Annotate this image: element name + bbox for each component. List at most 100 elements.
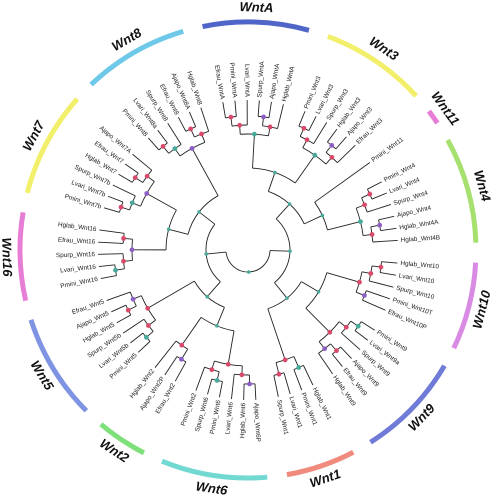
branch [368,280,394,288]
clade-label: Wnt6 [195,478,229,498]
backbone-node [246,270,251,274]
branch [116,314,132,324]
bootstrap-node [329,142,335,148]
bootstrap-node [367,191,373,197]
branch [167,123,182,145]
leaf-label: Pmini_Wnt11 [370,136,405,164]
leaf-label: Hglab_Wnt6 [239,402,247,438]
bootstrap-node [312,152,318,158]
clade-arc [28,319,89,413]
bootstrap-node [188,126,194,132]
branch [111,304,127,313]
branch [371,192,387,200]
backbone-node [166,227,171,232]
backbone-branch [269,250,290,252]
bootstrap-node [113,267,118,273]
bootstrap-node [199,131,204,137]
backbone-branch [326,272,360,283]
bootstrap-node [130,296,136,302]
bootstrap-node [377,222,383,228]
branch [99,229,125,234]
backbone-node [287,202,292,206]
clade-arc [286,450,355,478]
branch [362,299,386,311]
clade-label: Wnt9 [405,400,438,434]
leaf-label: Hglab_Wnt10 [400,260,440,270]
backbone-branch [147,280,195,309]
backbone-node [215,324,219,328]
backbone-node [320,213,325,218]
backbone-node [288,249,292,253]
backbone-branch [198,211,216,225]
backbone-branch [301,281,319,293]
branch [207,378,213,395]
backbone-branch [314,162,371,203]
branch [98,253,124,255]
backbone-node [204,252,208,256]
bootstrap-node [239,372,245,378]
branch [331,353,343,367]
leaf-label: Ajapo_Wnt6P [252,403,261,442]
clade-arc [202,19,310,33]
branch [381,261,398,264]
bootstrap-node [129,247,135,253]
bootstrap-node [228,114,234,120]
bootstrap-node [282,357,288,363]
backbone-node [273,170,277,175]
clade-arc [99,422,146,456]
branch [283,372,291,395]
bootstrap-node [327,329,333,335]
branch [132,153,153,171]
backbone-branch [304,215,323,225]
backbone-branch [294,154,316,184]
bootstrap-nodes [113,114,384,387]
leaf-label: Hglab_WntA [281,65,296,102]
leaf-label: Spurp_WntA [256,60,266,97]
bootstrap-node [357,279,362,285]
bootstrap-node [145,323,151,328]
branch [380,227,397,232]
backbone-node [285,296,289,300]
branch [154,340,177,368]
clade-label: Wnt4 [471,168,494,203]
bootstrap-node [121,235,126,241]
clade-arc [369,364,447,445]
bootstrap-node [121,258,126,264]
bootstrap-node [143,334,149,340]
leaf-label: Hglab_Wnt4B [400,234,440,244]
bootstrap-node [172,146,178,152]
bootstrap-node [362,293,367,298]
backbone-branch [206,281,221,298]
bootstrap-node [247,381,252,387]
bootstrap-node [343,324,349,330]
bootstrap-node [276,371,282,377]
branch [231,374,235,400]
backbone-branch [274,282,288,299]
branch [188,111,197,127]
bootstrap-node [118,204,124,210]
backbone-branch [225,250,271,273]
bootstrap-node [160,143,166,149]
bootstrap-node [125,307,131,313]
branch [335,136,347,150]
branch [177,116,187,132]
bootstrap-node [369,232,375,237]
bootstrap-node [329,154,335,160]
leaf-label: Ajapo_WntA [269,63,282,100]
tree-branches [98,99,398,400]
backbone-branch [146,193,177,211]
backbone-branch [227,330,235,365]
branch [106,291,131,301]
branch [380,272,396,276]
bootstrap-node [144,191,150,196]
branch [107,195,124,203]
backbone-node [197,210,201,214]
leaf-label: Pmini_Wnt6 [209,399,223,435]
branch [98,241,124,244]
branch [122,318,145,334]
branch [378,215,395,221]
branch [298,111,306,127]
backbone-branch [305,307,331,333]
backbone-node [316,289,321,294]
